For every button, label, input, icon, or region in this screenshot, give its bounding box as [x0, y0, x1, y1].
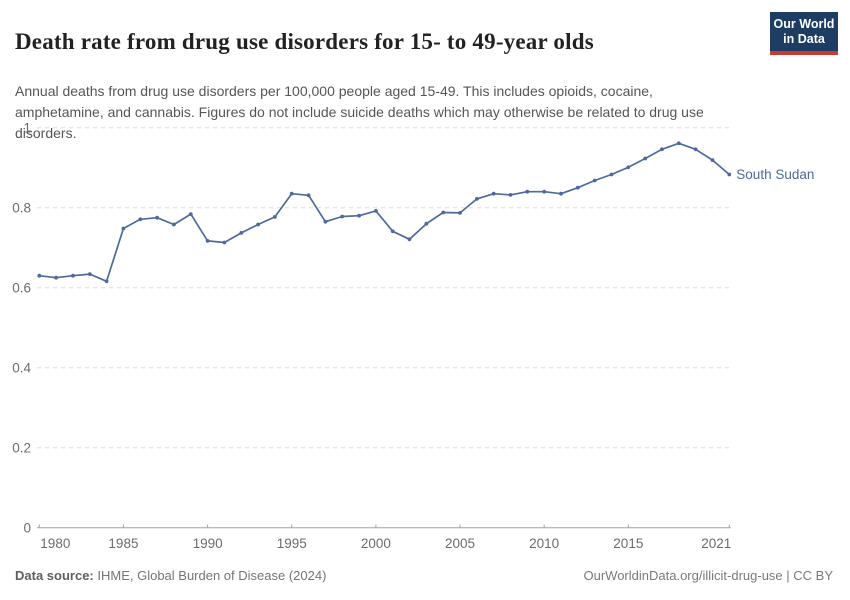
page-title: Death rate from drug use disorders for 1… [15, 29, 594, 55]
y-axis-label: 0 [23, 520, 31, 535]
data-point[interactable] [424, 221, 429, 226]
x-axis-label: 1985 [108, 536, 138, 551]
series-end-label[interactable]: South Sudan [736, 167, 814, 182]
data-point[interactable] [340, 214, 345, 219]
data-point[interactable] [37, 273, 42, 278]
data-point[interactable] [357, 213, 361, 218]
data-point[interactable] [54, 275, 58, 280]
y-axis-label: 0.6 [12, 280, 31, 295]
data-point[interactable] [374, 209, 378, 213]
data-point[interactable] [390, 229, 395, 234]
owid-logo[interactable]: Our World in Data [770, 12, 838, 55]
data-point[interactable] [475, 197, 479, 201]
data-point[interactable] [289, 191, 294, 196]
chart-footer: Data source: IHME, Global Burden of Dise… [15, 568, 833, 583]
x-axis-label: 1980 [40, 536, 70, 551]
series-line[interactable] [38, 142, 731, 283]
data-source-value: IHME, Global Burden of Disease (2024) [93, 568, 327, 583]
data-point[interactable] [643, 156, 648, 161]
x-axis-label: 1995 [277, 536, 307, 551]
y-axis-label: 0.4 [12, 360, 31, 375]
data-point[interactable] [222, 240, 227, 245]
data-point[interactable] [138, 217, 143, 222]
data-point[interactable] [508, 193, 513, 197]
data-point[interactable] [87, 272, 92, 276]
owid-logo-line2: in Data [783, 32, 825, 46]
data-point[interactable] [626, 165, 631, 170]
data-point[interactable] [306, 193, 311, 198]
data-point[interactable] [609, 172, 614, 177]
data-source: Data source: IHME, Global Burden of Dise… [15, 568, 326, 583]
chart-subtitle: Annual deaths from drug use disorders pe… [15, 83, 704, 141]
x-axis-label: 2005 [445, 536, 475, 551]
data-point[interactable] [710, 158, 715, 162]
data-point[interactable] [592, 178, 597, 183]
data-source-label: Data source: [15, 568, 94, 583]
data-point[interactable] [273, 215, 277, 219]
y-axis-label: 0.8 [12, 200, 31, 215]
data-point[interactable] [727, 172, 732, 177]
owid-logo-line1: Our World [773, 17, 835, 31]
data-point[interactable] [525, 189, 530, 194]
license-link[interactable]: OurWorldinData.org/illicit-drug-use | CC… [583, 568, 834, 583]
data-point[interactable] [155, 215, 160, 220]
data-point[interactable] [323, 219, 328, 224]
data-point[interactable] [441, 210, 446, 215]
y-axis-label: 1 [23, 120, 31, 135]
data-point[interactable] [660, 147, 664, 152]
x-axis-label: 2015 [613, 536, 643, 551]
y-axis-label: 0.2 [12, 440, 31, 455]
x-axis-label: 2021 [701, 536, 731, 551]
data-point[interactable] [205, 239, 210, 243]
data-point[interactable] [676, 141, 681, 146]
data-point[interactable] [188, 212, 193, 216]
x-axis-label: 1990 [193, 536, 223, 551]
data-point[interactable] [172, 222, 176, 227]
data-point[interactable] [239, 231, 244, 235]
data-point[interactable] [71, 273, 75, 278]
data-point[interactable] [104, 279, 109, 284]
data-point[interactable] [559, 191, 563, 196]
data-point[interactable] [458, 211, 462, 215]
line-chart[interactable]: 0 0.2 0.4 0.6 0.8 1 1980 1985 1990 1995 2000 2005 20… [0, 115, 850, 565]
data-point[interactable] [491, 191, 496, 196]
x-axis-label: 2010 [529, 536, 559, 551]
data-point[interactable] [542, 189, 547, 194]
x-axis-label: 2000 [361, 536, 391, 551]
data-point[interactable] [407, 237, 412, 242]
data-point[interactable] [575, 185, 580, 190]
data-point[interactable] [693, 147, 698, 152]
data-point[interactable] [121, 226, 126, 231]
data-point[interactable] [256, 222, 260, 227]
